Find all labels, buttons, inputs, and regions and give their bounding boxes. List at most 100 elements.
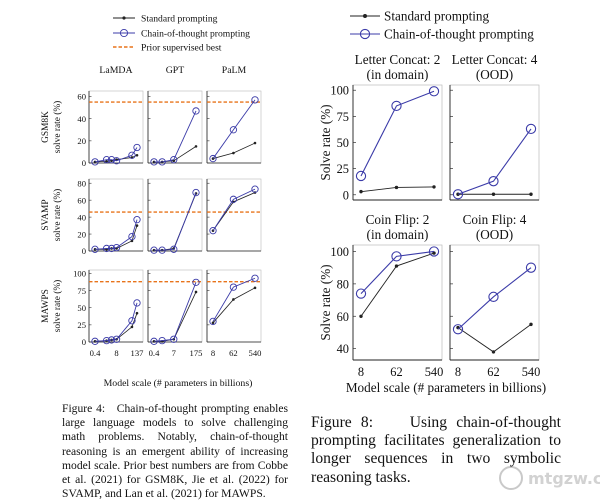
cot-point: [170, 156, 178, 164]
panel-svamp-palm: [206, 178, 262, 252]
standard-point: [135, 153, 139, 157]
x-tick-label: 62: [487, 365, 499, 379]
watermark: mtgzw.com: [499, 466, 600, 490]
cot-point: [112, 157, 121, 165]
cot-point: [107, 336, 116, 344]
panel-frame: [147, 269, 203, 343]
cot-point: [91, 158, 99, 166]
cot-point: [229, 195, 238, 203]
legend-prior-label: Prior supervised best: [141, 43, 222, 54]
cot-point: [355, 170, 367, 182]
column-title-gpt: GPT: [166, 65, 185, 76]
cot-point: [102, 156, 111, 164]
cot-point: [107, 244, 116, 253]
standard-series-line: [212, 287, 256, 324]
y-tick-label: 75: [337, 110, 349, 124]
cot-series-line: [457, 267, 532, 330]
cot-series-line: [94, 302, 138, 342]
cot-point: [150, 337, 158, 345]
y-axis-title: Solve rate (%): [318, 104, 333, 180]
x-tick-label: 7: [172, 348, 177, 358]
figure-4-caption: Figure 4: Chain-of-thought prompting ena…: [62, 402, 288, 501]
y-tick-label: 60: [77, 92, 86, 102]
cot-point: [133, 143, 141, 152]
y-axis-title: Solve rate (%): [318, 264, 333, 340]
legend-standard-label: Standard prompting: [384, 9, 490, 24]
cot-point: [525, 262, 537, 273]
cot-point: [391, 100, 402, 112]
standard-point: [491, 192, 496, 196]
panel-coin-flip-4: Coin Flip: 4(OOD): [449, 212, 540, 361]
y-tick-label: 100: [330, 84, 349, 98]
legend-standard-marker: [122, 16, 126, 20]
legend-cot-marker: [359, 28, 371, 40]
standard-point: [135, 224, 139, 227]
panel-frame: [449, 244, 540, 361]
cot-series-line: [154, 192, 197, 251]
standard-point: [232, 151, 235, 155]
panel-title: Letter Concat: 4: [452, 52, 538, 67]
cot-point: [488, 176, 499, 187]
standard-series-line: [154, 193, 197, 251]
watermark-text: mtgzw.com: [528, 469, 600, 488]
panel-mawps-gpt: [147, 269, 203, 345]
x-tick-label: 175: [190, 348, 203, 358]
y-tick-label: 80: [337, 277, 349, 291]
standard-point: [529, 192, 533, 196]
y-tick-label: 100: [73, 269, 86, 279]
cot-point: [128, 232, 136, 241]
cot-point: [209, 227, 217, 235]
cot-point: [251, 185, 259, 193]
panel-subtitle: (in domain): [367, 67, 429, 82]
cot-series-line: [360, 250, 435, 294]
standard-point: [432, 185, 436, 189]
y-tick-label: 0: [82, 246, 86, 256]
figure-8: Standard prompting Chain-of-thought promp…: [318, 9, 546, 396]
panel-svamp-gpt: [147, 178, 203, 254]
cot-point: [251, 96, 259, 104]
panel-subtitle: (OOD): [476, 67, 513, 82]
row-dataset-mawps: MAWPS: [41, 289, 51, 323]
cot-point: [102, 336, 111, 345]
row-ylabel: solve rate (%): [52, 101, 63, 154]
cot-series-line: [212, 99, 256, 159]
column-title-palm: PaLM: [222, 65, 247, 76]
y-tick-label: 60: [77, 195, 86, 205]
panel-frame: [352, 244, 443, 361]
y-tick-label: 25: [337, 162, 349, 176]
figure-8-caption-label: Figure 8:: [311, 414, 374, 431]
cot-point: [128, 317, 136, 325]
cot-point: [112, 243, 121, 252]
panel-gsm8k-lamda: [88, 90, 144, 166]
cot-point: [150, 246, 158, 254]
standard-point: [194, 145, 198, 148]
standard-point: [232, 298, 235, 301]
cot-series-line: [94, 147, 138, 163]
x-tick-label: 137: [131, 348, 145, 358]
panel-frame: [352, 84, 443, 201]
cot-point: [229, 126, 238, 134]
x-tick-label: 62: [229, 348, 238, 358]
x-tick-label: 62: [390, 365, 402, 379]
panel-title: Coin Flip: 4: [463, 212, 527, 227]
cot-point: [251, 274, 259, 282]
cot-series-line: [457, 128, 532, 195]
standard-point: [529, 322, 533, 327]
legend-standard-marker: [363, 14, 367, 18]
cot-series-line: [154, 110, 197, 163]
panel-title: Coin Flip: 2: [366, 212, 430, 227]
standard-point: [359, 314, 363, 318]
cot-series-line: [153, 282, 197, 342]
standard-point: [105, 160, 108, 163]
cot-series-line: [360, 90, 435, 177]
y-tick-label: 40: [77, 114, 86, 124]
x-axis-title: Model scale (# parameters in billions): [104, 378, 253, 389]
cot-point: [229, 283, 238, 291]
x-tick-label: 0.4: [90, 348, 101, 358]
y-tick-label: 60: [337, 310, 349, 324]
standard-point: [135, 311, 139, 315]
row-ylabel: solve rate (%): [52, 280, 63, 333]
row-ylabel: solve rate (%): [52, 189, 63, 242]
cot-point: [170, 245, 178, 253]
y-tick-label: 40: [77, 212, 86, 222]
